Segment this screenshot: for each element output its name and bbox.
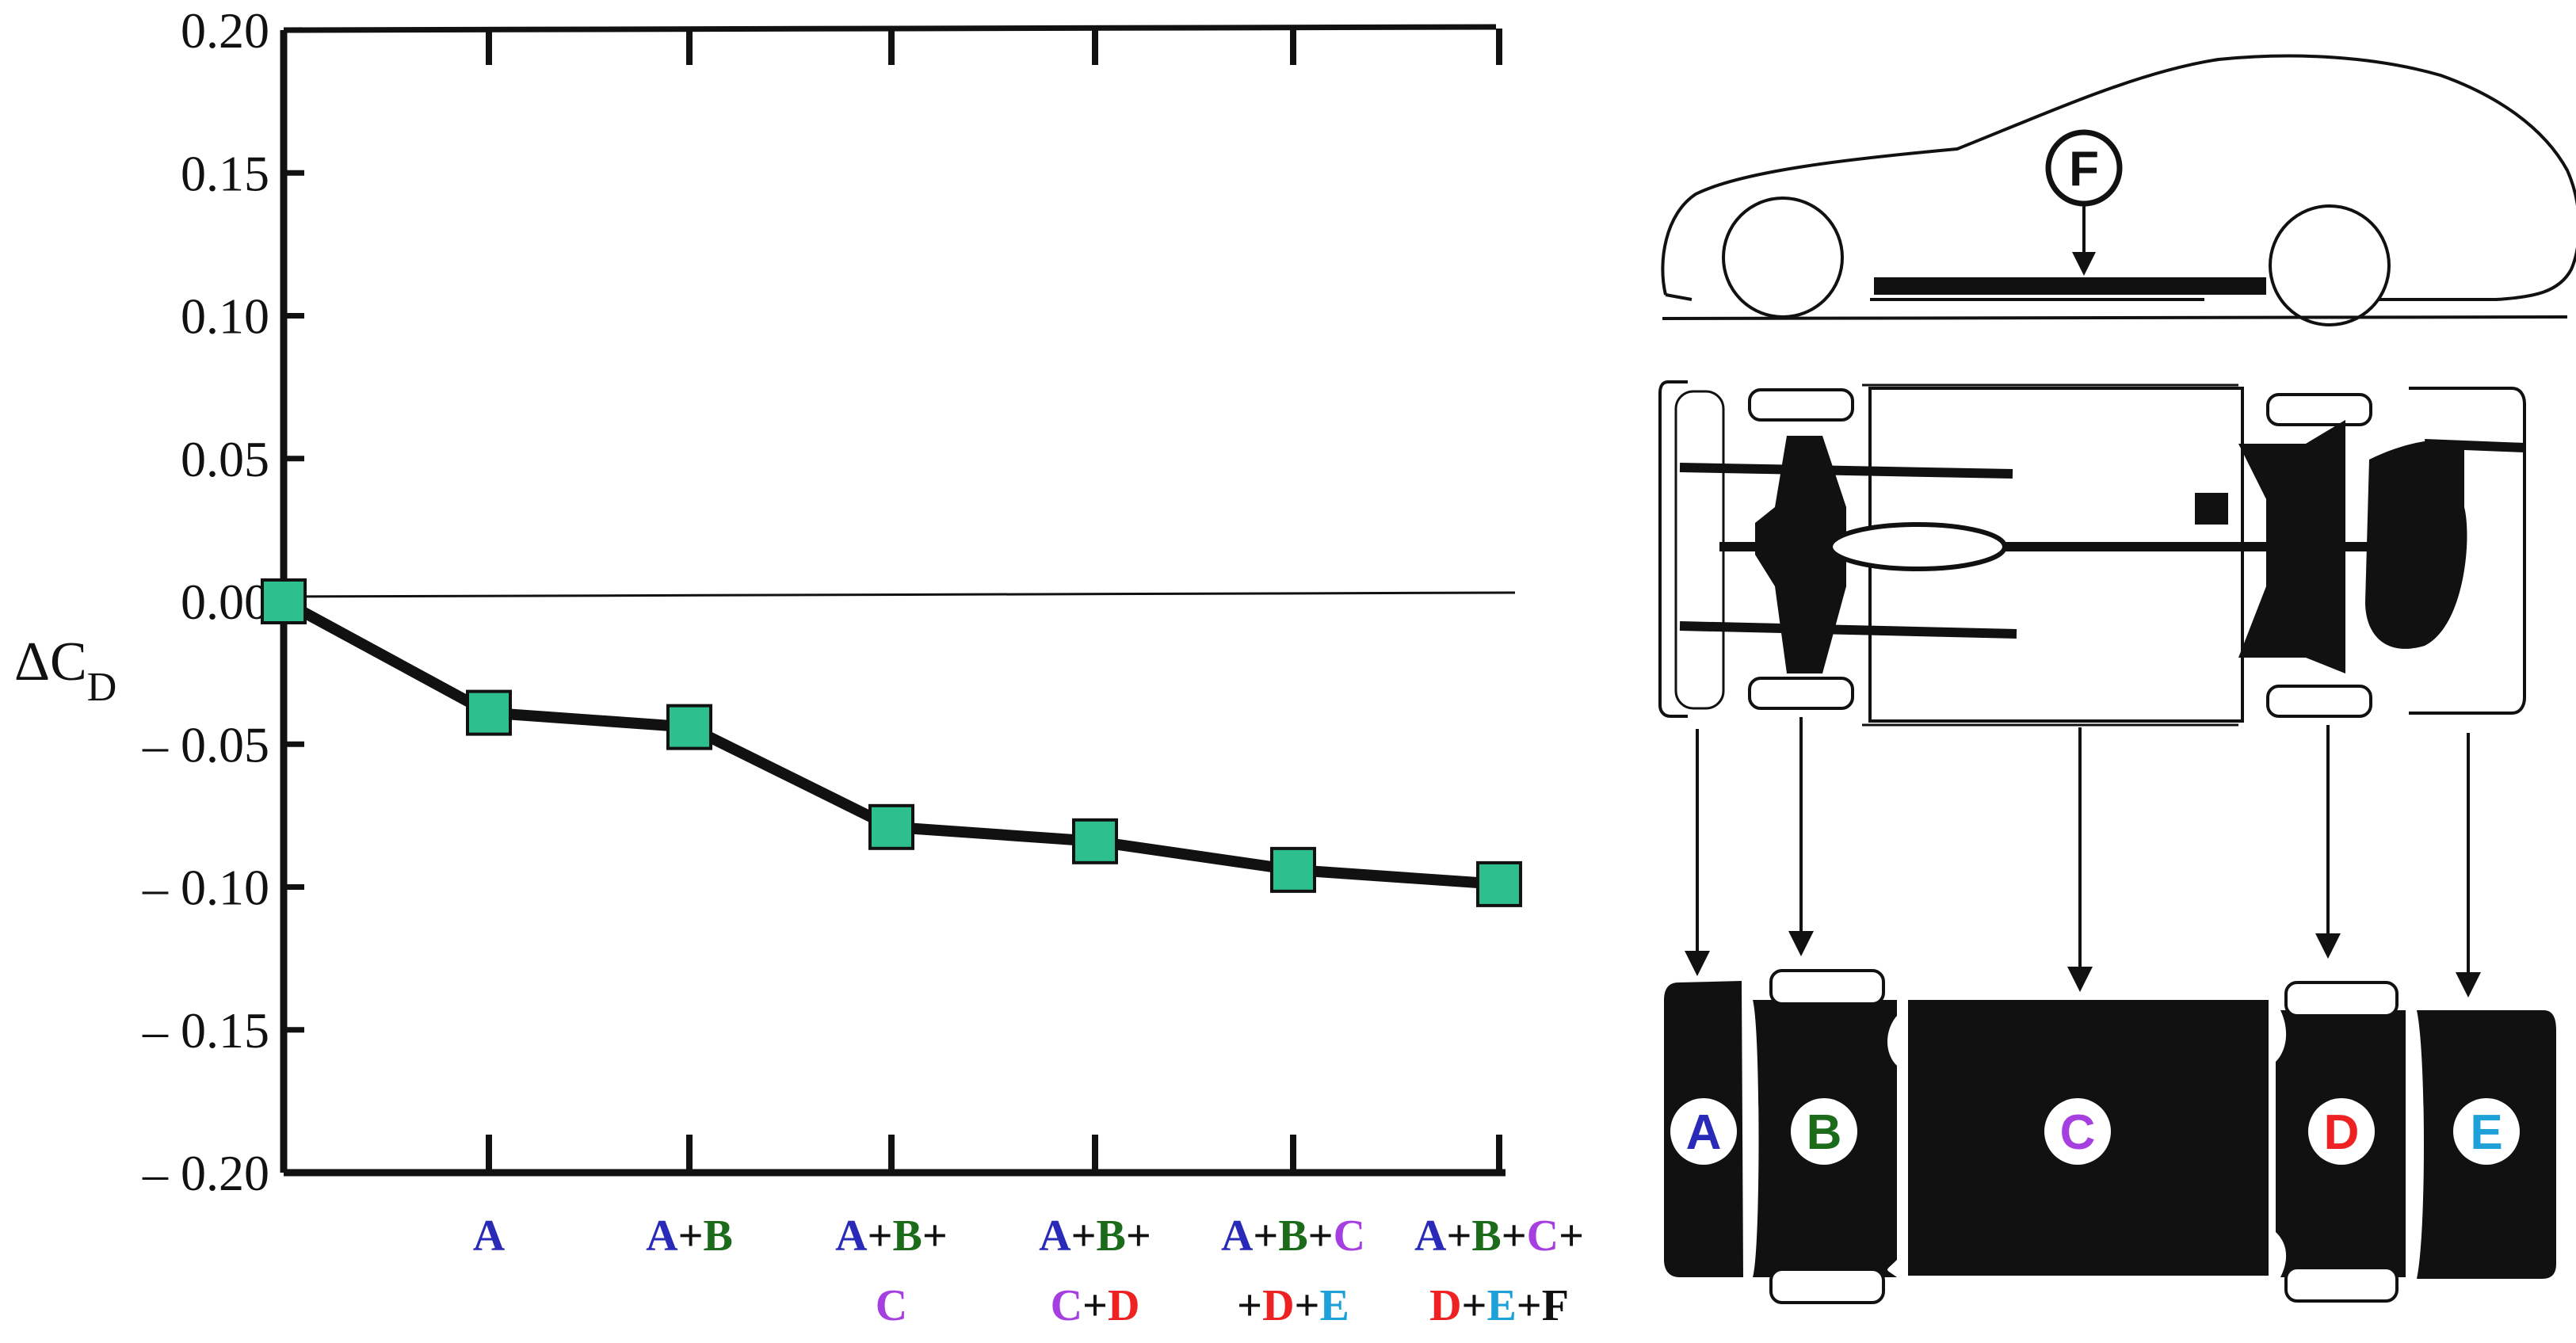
arrow-d-head	[2315, 933, 2341, 959]
x-category-label: C+D	[1051, 1281, 1140, 1330]
front-rail-top	[1679, 463, 2013, 479]
y-tick-label: 0.20	[181, 2, 269, 59]
x-category-label: A+B+	[835, 1211, 948, 1261]
tire-fr	[1748, 677, 1854, 710]
zone-b-label: B	[1807, 1105, 1842, 1160]
fuel-tank	[2365, 440, 2467, 649]
zone-a-label: A	[1686, 1105, 1722, 1160]
x-category-label: A+B+C	[1221, 1211, 1365, 1261]
zone-d-badge	[2308, 1098, 2375, 1165]
car-body-outline	[1661, 54, 2576, 301]
ground-line	[1662, 315, 2568, 320]
data-point	[1476, 860, 1522, 907]
x-category-label: D+E+F	[1429, 1281, 1569, 1330]
data-point	[666, 704, 712, 750]
x-category-label: A+B+C+	[1414, 1211, 1584, 1261]
label-f: F	[2069, 142, 2099, 196]
front-suspension	[1755, 436, 1846, 673]
tire-fl	[1748, 388, 1854, 422]
chassis-outline	[1658, 380, 1688, 718]
tire-rr	[2266, 685, 2372, 718]
data-point	[868, 803, 914, 850]
y-axis-label: ΔCD	[14, 631, 116, 710]
zero-line	[283, 591, 1516, 598]
y-tick-label: 0.15	[181, 145, 269, 201]
front-wheel	[1722, 196, 1844, 319]
zone-c-badge	[2044, 1098, 2111, 1165]
zone-d-label: D	[2324, 1105, 2360, 1160]
data-point	[261, 578, 307, 624]
underbody-plan-view	[1658, 380, 2526, 727]
y-tick-label: 0.05	[181, 431, 269, 487]
y-tick-label: – 0.20	[142, 1145, 269, 1201]
zone-b-tire-top	[1769, 969, 1885, 1005]
y-tick-label: – 0.15	[142, 1002, 269, 1059]
x-category-label: A	[473, 1211, 506, 1261]
zone-a-badge	[1670, 1098, 1737, 1165]
exhaust-tip	[2424, 439, 2525, 452]
arrow-e-head	[2456, 972, 2481, 998]
zone-d-tire-bottom	[2284, 1266, 2399, 1303]
transmission	[1828, 522, 2007, 571]
y-tick-label: – 0.10	[142, 860, 269, 916]
front-rail-bottom	[1679, 621, 2017, 639]
y-tick-label: – 0.05	[142, 716, 269, 773]
chassis-outline-right	[2409, 387, 2526, 715]
car-side-view: F	[1661, 54, 2576, 326]
x-category-label: A+B	[646, 1211, 733, 1261]
arrow-b-head	[1788, 931, 1814, 956]
car-underbody-diagram: F	[1658, 54, 2576, 1304]
x-category-label: A+B+	[1039, 1211, 1151, 1261]
zone-e-badge	[2453, 1098, 2520, 1165]
y-tick-label: 0.00	[181, 574, 269, 630]
x-category-label: +D+E	[1237, 1281, 1349, 1330]
x-category-label: C	[876, 1281, 907, 1330]
arrow-f-head	[2072, 252, 2096, 276]
rear-wheel	[2269, 204, 2391, 326]
drag-coefficient-chart: 0.20 0.15 0.10 0.05 0.00 – 0.05 – 0.10 – 0.15 – …	[14, 2, 1584, 1330]
zone-blocks: A B C D E	[1664, 969, 2556, 1304]
zone-b-badge	[1791, 1098, 1857, 1165]
underbody-panel	[1874, 277, 2266, 295]
zone-d-tire-top	[2284, 981, 2399, 1017]
zone-b-tire-bottom	[1769, 1268, 1885, 1304]
zone-arrows	[1685, 717, 2481, 998]
arrow-c-head	[2067, 967, 2093, 992]
arrow-a-head	[1685, 951, 1710, 976]
zone-e-label: E	[2470, 1105, 2502, 1160]
zone-c-label: C	[2060, 1105, 2096, 1160]
diff-box	[2195, 493, 2228, 525]
tire-rl	[2266, 393, 2372, 426]
data-point	[1270, 846, 1316, 893]
front-floor-box	[1674, 390, 1725, 710]
data-point	[1072, 818, 1118, 864]
rear-axle-assembly	[2238, 420, 2345, 673]
data-point	[466, 689, 512, 736]
y-tick-label: 0.10	[181, 288, 269, 345]
